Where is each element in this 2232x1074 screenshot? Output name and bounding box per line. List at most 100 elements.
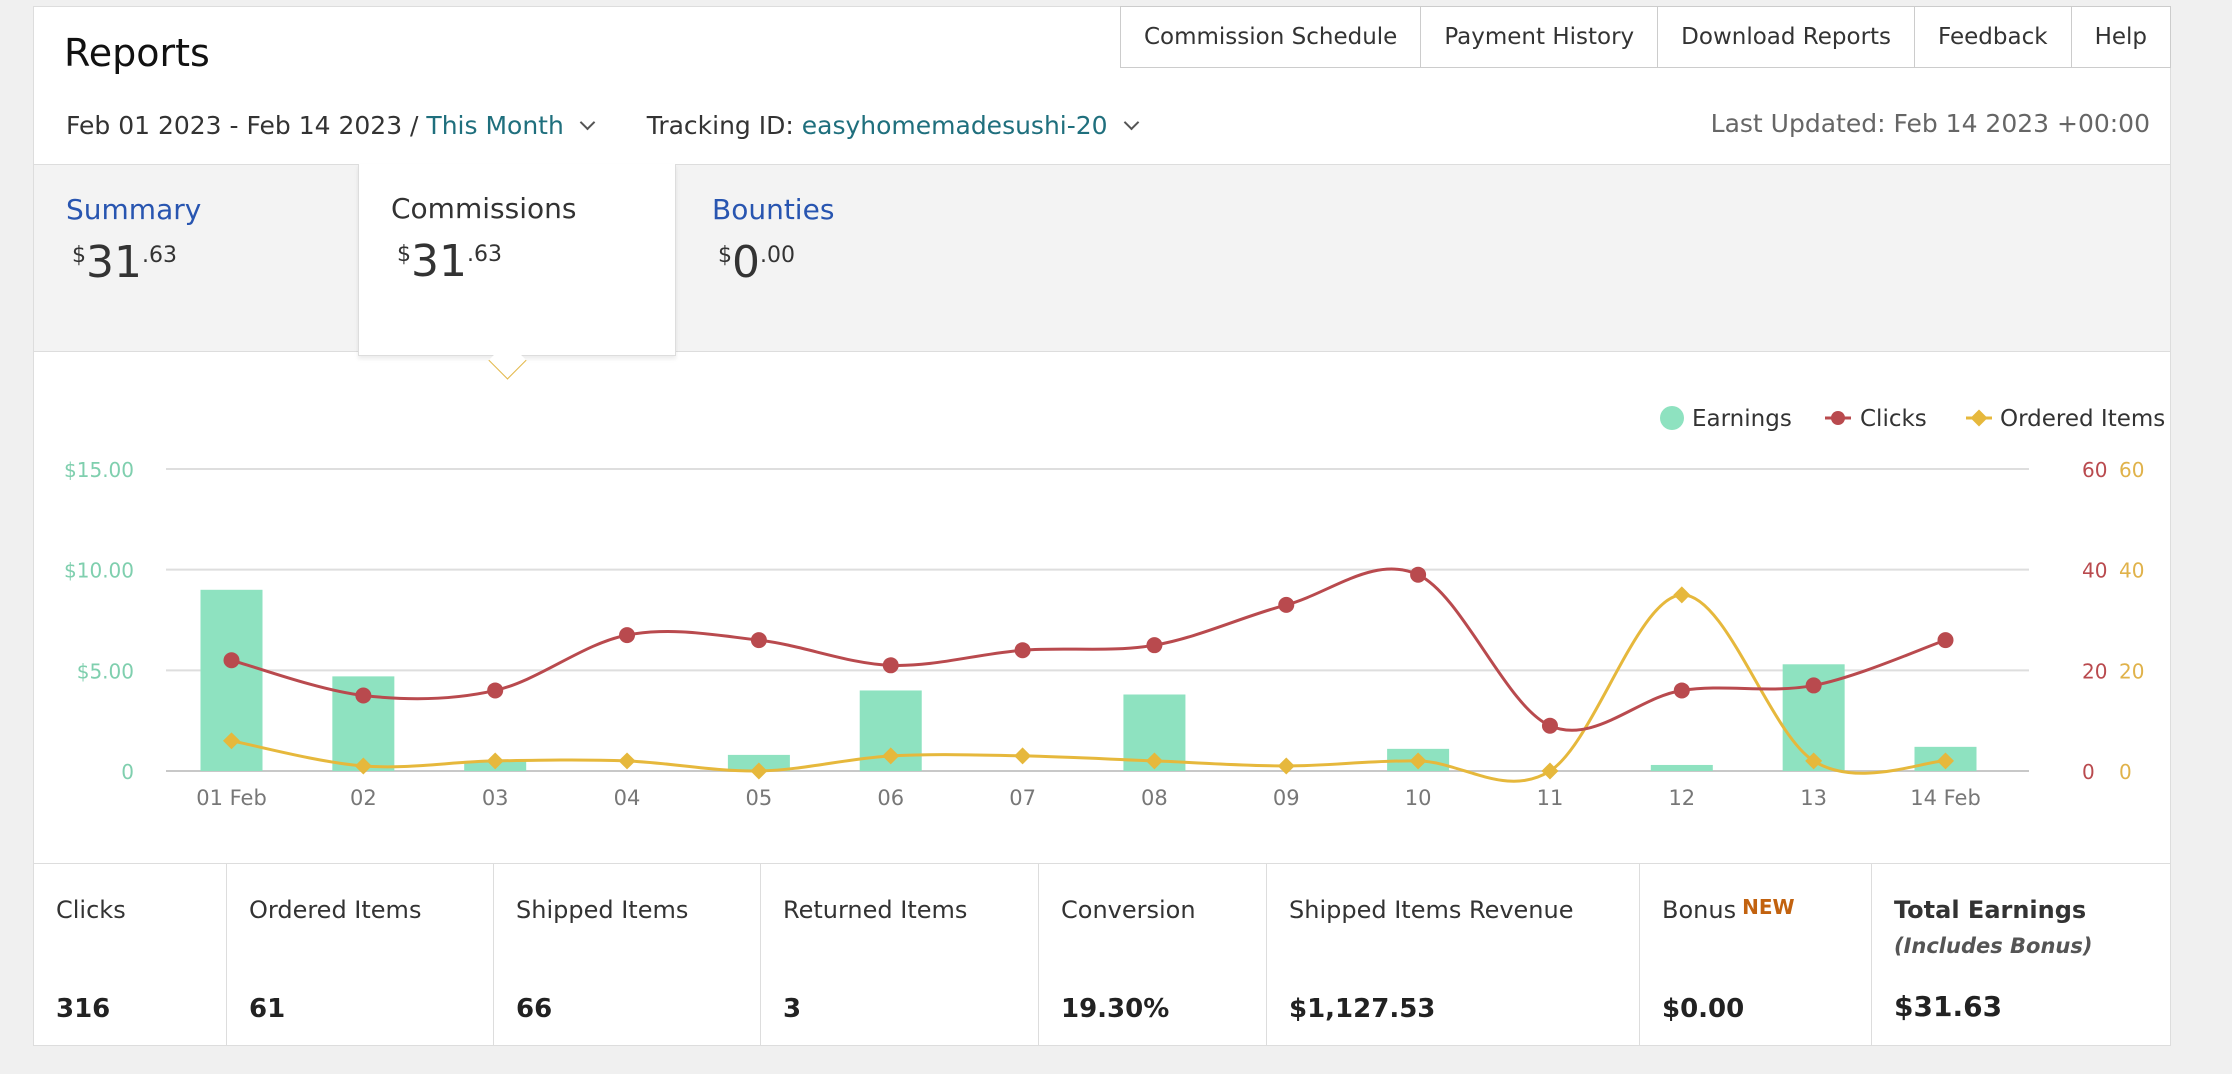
stat-value: 66 — [516, 994, 553, 1024]
clicks-point — [1673, 682, 1690, 699]
new-badge: NEW — [1742, 895, 1795, 919]
clicks-point — [1278, 596, 1295, 613]
stat-shipped-items-revenue: Shipped Items Revenue $1,127.53 — [1267, 864, 1640, 1046]
bounties-amount: $0.00 — [718, 237, 795, 288]
stats-bar: Clicks 316 Ordered Items 61 Shipped Item… — [34, 863, 2170, 1046]
commission-schedule-button[interactable]: Commission Schedule — [1119, 6, 1422, 68]
commissions-amount: $31.63 — [397, 236, 502, 287]
stat-label: Ordered Items — [249, 896, 422, 924]
y-left-tick-label: 0 — [121, 760, 134, 784]
ordered-items-point — [750, 762, 768, 780]
ordered-items-point — [1014, 747, 1032, 765]
stat-label: Shipped Items — [516, 896, 689, 924]
tab-commissions-label[interactable]: Commissions — [391, 192, 577, 225]
tab-bounties[interactable]: Bounties $0.00 — [680, 165, 998, 351]
legend-earnings-label: Earnings — [1692, 406, 1792, 432]
top-nav: Commission Schedule Payment History Down… — [1119, 6, 2171, 68]
stat-ordered-items: Ordered Items 61 — [227, 864, 494, 1046]
x-tick-label: 09 — [1273, 786, 1300, 810]
currency-symbol: $ — [72, 243, 86, 268]
stat-label: Total Earnings — [1894, 896, 2087, 924]
page-title: Reports — [64, 31, 210, 75]
clicks-point — [487, 682, 504, 699]
x-tick-label: 01 Feb — [196, 786, 267, 810]
stat-value: $0.00 — [1662, 994, 1745, 1024]
x-tick-label: 10 — [1405, 786, 1432, 810]
y-right-clicks-tick-label: 40 — [2082, 559, 2107, 583]
y-right-ordered-tick-label: 40 — [2119, 559, 2144, 583]
clicks-point — [1805, 677, 1822, 694]
ordered-items-point — [486, 752, 504, 770]
clicks-point — [1541, 717, 1558, 734]
y-right-ordered-tick-label: 0 — [2119, 760, 2132, 784]
ordered-items-point — [882, 747, 900, 765]
stat-clicks: Clicks 316 — [34, 864, 227, 1046]
help-button[interactable]: Help — [2070, 6, 2171, 68]
clicks-point — [619, 627, 636, 644]
y-left-tick-label: $5.00 — [77, 659, 134, 683]
reports-panel: Reports Commission Schedule Payment Hist… — [33, 6, 2171, 1046]
tab-commissions[interactable]: Commissions $31.63 — [358, 164, 676, 356]
currency-symbol: $ — [718, 243, 732, 268]
ordered-items-point — [1541, 762, 1559, 780]
amount-whole: 0 — [732, 237, 760, 288]
report-filters: Feb 01 2023 - Feb 14 2023 / This Month T… — [66, 111, 1139, 140]
x-tick-label: 07 — [1009, 786, 1036, 810]
y-right-clicks-tick-label: 20 — [2082, 659, 2107, 683]
y-right-clicks-tick-label: 60 — [2082, 458, 2107, 482]
clicks-point — [1146, 637, 1163, 654]
amount-cents: .00 — [760, 243, 795, 268]
amount-whole: 31 — [86, 237, 142, 288]
clicks-point — [882, 657, 899, 674]
feedback-button[interactable]: Feedback — [1914, 6, 2072, 68]
stat-label: Returned Items — [783, 896, 968, 924]
chevron-down-icon[interactable] — [579, 114, 596, 131]
period-dropdown[interactable]: This Month — [426, 111, 564, 140]
download-reports-button[interactable]: Download Reports — [1657, 6, 1916, 68]
stat-conversion: Conversion 19.30% — [1039, 864, 1267, 1046]
currency-symbol: $ — [397, 242, 411, 267]
clicks-point — [355, 687, 372, 704]
x-tick-label: 04 — [614, 786, 641, 810]
stat-returned-items: Returned Items 3 — [761, 864, 1039, 1046]
earnings-legend-icon — [1660, 406, 1684, 430]
x-tick-label: 02 — [350, 786, 377, 810]
payment-history-button[interactable]: Payment History — [1420, 6, 1659, 68]
y-right-ordered-tick-label: 20 — [2119, 659, 2144, 683]
ordered-items-point — [223, 732, 240, 750]
clicks-point — [1014, 642, 1031, 659]
stat-label: Bonus NEW — [1662, 895, 1795, 924]
stat-shipped-items: Shipped Items 66 — [494, 864, 761, 1046]
x-tick-label: 14 Feb — [1910, 786, 1981, 810]
stat-bonus: Bonus NEW $0.00 — [1640, 864, 1872, 1046]
stat-value: 3 — [783, 994, 802, 1024]
clicks-line — [231, 567, 1946, 732]
stat-label: Clicks — [56, 896, 126, 924]
chevron-down-icon[interactable] — [1123, 114, 1139, 131]
amount-whole: 31 — [411, 236, 467, 287]
clicks-point — [223, 652, 240, 669]
y-right-ordered-tick-label: 60 — [2119, 458, 2144, 482]
tab-summary-label[interactable]: Summary — [66, 193, 202, 226]
ordered-items-point — [354, 757, 372, 775]
ordered-items-legend-icon — [1970, 409, 1988, 427]
x-tick-label: 03 — [482, 786, 509, 810]
stat-label: Shipped Items Revenue — [1289, 896, 1574, 924]
x-tick-label: 05 — [746, 786, 773, 810]
tracking-id-dropdown[interactable]: easyhomemadesushi-20 — [801, 111, 1108, 140]
amount-cents: .63 — [142, 243, 177, 268]
tab-bounties-label[interactable]: Bounties — [712, 193, 835, 226]
ordered-items-point — [1277, 757, 1295, 775]
tab-summary[interactable]: Summary $31.63 — [34, 165, 352, 351]
ordered-items-point — [1673, 586, 1691, 604]
amount-cents: .63 — [467, 242, 502, 267]
legend-clicks-label: Clicks — [1860, 406, 1927, 432]
x-tick-label: 13 — [1800, 786, 1827, 810]
stat-label: Conversion — [1061, 896, 1196, 924]
legend-ordered-items-label: Ordered Items — [2000, 406, 2165, 432]
report-tabs: Summary $31.63 Bounties $0.00 — [34, 164, 2170, 352]
y-left-tick-label: $10.00 — [64, 559, 134, 583]
stat-sublabel: (Includes Bonus) — [1894, 934, 2093, 958]
stat-value: $31.63 — [1894, 990, 2003, 1023]
